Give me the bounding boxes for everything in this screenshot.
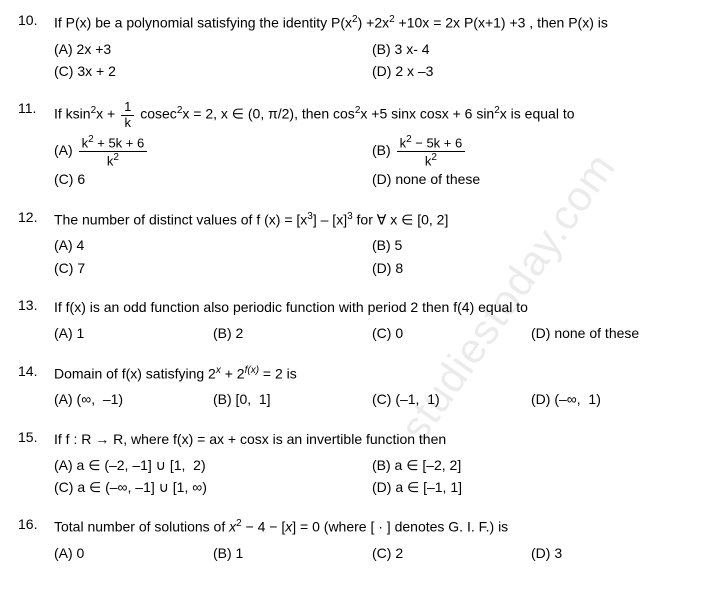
question-body: If f(x) is an odd function also periodic… xyxy=(54,297,690,344)
question-body: Domain of f(x) satisfying 2x + 2f(x) = 2… xyxy=(54,363,690,411)
option: (B) 1 xyxy=(213,542,372,564)
option: (C) a ∈ (–∞, –1] ∪ [1, ∞) xyxy=(54,476,372,498)
option: (B) 2 xyxy=(213,322,372,344)
option: (D) none of these xyxy=(372,168,690,190)
question-body: If P(x) be a polynomial satisfying the i… xyxy=(54,12,690,82)
question-stem: Domain of f(x) satisfying 2x + 2f(x) = 2… xyxy=(54,363,690,385)
question-body: The number of distinct values of f (x) =… xyxy=(54,209,690,279)
question-stem: If ksin2x + 1k cosec2x = 2, x ∈ (0, π/2)… xyxy=(54,100,690,130)
option: (A) (∞, –1) xyxy=(54,388,213,410)
option: (A) 1 xyxy=(54,322,213,344)
options: (A) 1(B) 2(C) 0(D) none of these xyxy=(54,322,690,344)
question-number: 13. xyxy=(18,297,54,344)
question: 14.Domain of f(x) satisfying 2x + 2f(x) … xyxy=(18,363,690,411)
question: 15.If f : R → R, where f(x) = ax + cosx … xyxy=(18,429,690,499)
option: (A) 0 xyxy=(54,542,213,564)
option: (C) 7 xyxy=(54,257,372,279)
option: (A) k2 + 5k + 6k2 xyxy=(54,134,372,168)
question: 11.If ksin2x + 1k cosec2x = 2, x ∈ (0, π… xyxy=(18,100,690,190)
option: (D) (–∞, 1) xyxy=(531,388,690,410)
option: (D) 3 xyxy=(531,542,690,564)
option: (C) 0 xyxy=(372,322,531,344)
option: (D) 8 xyxy=(372,257,690,279)
question-stem: If f(x) is an odd function also periodic… xyxy=(54,297,690,318)
option: (C) (–1, 1) xyxy=(372,388,531,410)
question-number: 15. xyxy=(18,429,54,499)
question-body: Total number of solutions of x2 − 4 − [x… xyxy=(54,516,690,564)
option: (C) 2 xyxy=(372,542,531,564)
question-number: 16. xyxy=(18,516,54,564)
question-stem: Total number of solutions of x2 − 4 − [x… xyxy=(54,516,690,538)
question-body: If f : R → R, where f(x) = ax + cosx is … xyxy=(54,429,690,499)
options: (A) 4(B) 5(C) 7(D) 8 xyxy=(54,234,690,279)
option: (A) 4 xyxy=(54,234,372,256)
option: (C) 6 xyxy=(54,168,372,190)
option: (D) none of these xyxy=(531,322,690,344)
question: 16.Total number of solutions of x2 − 4 −… xyxy=(18,516,690,564)
question-number: 11. xyxy=(18,100,54,190)
options: (A) k2 + 5k + 6k2(B) k2 − 5k + 6k2(C) 6(… xyxy=(54,134,690,191)
options: (A) a ∈ (–2, –1] ∪ [1, 2)(B) a ∈ [–2, 2]… xyxy=(54,454,690,499)
question-stem: If P(x) be a polynomial satisfying the i… xyxy=(54,12,690,34)
question-number: 14. xyxy=(18,363,54,411)
question-number: 10. xyxy=(18,12,54,82)
question: 13.If f(x) is an odd function also perio… xyxy=(18,297,690,344)
option: (D) 2 x –3 xyxy=(372,60,690,82)
option: (B) [0, 1] xyxy=(213,388,372,410)
question: 12.The number of distinct values of f (x… xyxy=(18,209,690,279)
option: (B) a ∈ [–2, 2] xyxy=(372,454,690,476)
question-number: 12. xyxy=(18,209,54,279)
option: (A) a ∈ (–2, –1] ∪ [1, 2) xyxy=(54,454,372,476)
question: 10.If P(x) be a polynomial satisfying th… xyxy=(18,12,690,82)
option: (D) a ∈ [–1, 1] xyxy=(372,476,690,498)
options: (A) (∞, –1)(B) [0, 1](C) (–1, 1)(D) (–∞,… xyxy=(54,388,690,410)
question-body: If ksin2x + 1k cosec2x = 2, x ∈ (0, π/2)… xyxy=(54,100,690,190)
question-stem: The number of distinct values of f (x) =… xyxy=(54,209,690,231)
option: (C) 3x + 2 xyxy=(54,60,372,82)
options: (A) 2x +3(B) 3 x- 4(C) 3x + 2(D) 2 x –3 xyxy=(54,38,690,83)
question-stem: If f : R → R, where f(x) = ax + cosx is … xyxy=(54,429,690,450)
option: (B) 5 xyxy=(372,234,690,256)
questions-list: 10.If P(x) be a polynomial satisfying th… xyxy=(18,12,690,564)
options: (A) 0(B) 1(C) 2(D) 3 xyxy=(54,542,690,564)
option: (B) k2 − 5k + 6k2 xyxy=(372,134,690,168)
option: (A) 2x +3 xyxy=(54,38,372,60)
option: (B) 3 x- 4 xyxy=(372,38,690,60)
